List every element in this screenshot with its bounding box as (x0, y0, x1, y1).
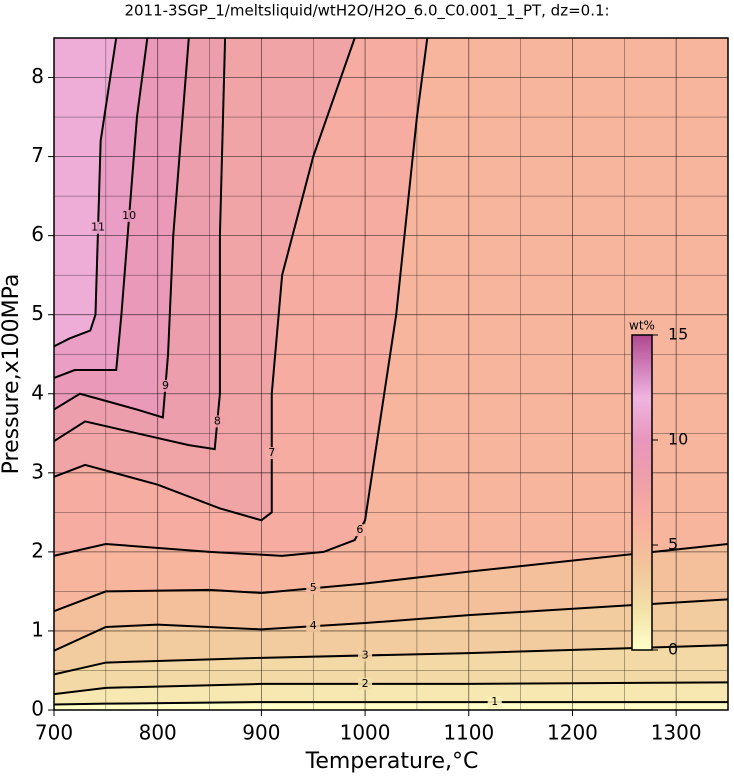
contour-line (54, 38, 356, 522)
contour-line (54, 38, 227, 451)
contour-label: 9 (162, 379, 169, 392)
chart-title: 2011-3SGP_1/meltsliquid/wtH2O/H2O_6.0_C0… (124, 2, 609, 21)
contour-label-bg (158, 379, 173, 392)
contour-label-bg (306, 582, 321, 595)
contour-label-bg (264, 447, 279, 460)
contour-label-bg (91, 221, 106, 234)
contour-label: 1 (491, 695, 498, 708)
x-axis-label: Temperature,°C (305, 749, 479, 774)
x-tick-label: 1000 (340, 721, 391, 745)
y-tick-label: 8 (31, 64, 44, 88)
contour-label: 2 (362, 677, 369, 690)
colorbar-tick-label: 10 (668, 430, 688, 449)
contour-fill (54, 38, 117, 347)
x-tick-label: 1200 (547, 721, 598, 745)
colorbar-tick-label: 0 (668, 640, 678, 659)
contour-line (54, 38, 149, 379)
contour-label: 4 (310, 619, 317, 632)
colorbar (631, 334, 653, 651)
contour-label: 7 (268, 446, 275, 459)
contour-line (54, 38, 118, 348)
y-tick-label: 1 (31, 617, 44, 641)
contour-line (54, 38, 190, 419)
x-tick-label: 800 (139, 721, 177, 745)
contour-label: 6 (356, 523, 363, 536)
contour-line (54, 681, 728, 696)
x-tick-label: 700 (35, 721, 73, 745)
y-tick-label: 4 (31, 380, 44, 404)
y-tick-label: 2 (31, 538, 44, 562)
y-tick-label: 3 (31, 459, 44, 483)
y-tick-label: 6 (31, 222, 44, 246)
contour-label-bg (358, 649, 373, 662)
contour-line (54, 644, 728, 676)
contour-label: 11 (91, 221, 105, 234)
y-axis-label: Pressure,x100MPa (0, 274, 24, 475)
contour-label-bg (352, 524, 367, 537)
y-tick-label: 5 (31, 301, 44, 325)
colorbar-tick-label: 15 (668, 325, 688, 344)
contour-label-bg (487, 696, 502, 709)
x-tick-label: 1300 (651, 721, 702, 745)
contour-label-bg (306, 620, 321, 633)
x-tick-label: 1100 (443, 721, 494, 745)
contour-label: 10 (122, 209, 136, 222)
y-tick-label: 0 (31, 697, 44, 721)
contour-label: 8 (214, 414, 221, 427)
colorbar-tick-label: 5 (668, 535, 678, 554)
contour-line (54, 542, 728, 613)
contour-label-bg (122, 209, 137, 222)
contour-label: 5 (310, 581, 317, 594)
plot-area: 1 2 3 4 5 6 7 8 9 10 11 (54, 38, 728, 710)
contour-label-bg (358, 677, 373, 690)
contour-line (54, 598, 728, 652)
contour-label-bg (210, 415, 225, 428)
contour-label: 3 (362, 648, 369, 661)
colorbar-label: wt% (629, 319, 655, 333)
plot-frame (53, 37, 729, 711)
x-tick-label: 900 (242, 721, 280, 745)
y-tick-label: 7 (31, 143, 44, 167)
contour-line (54, 38, 429, 557)
